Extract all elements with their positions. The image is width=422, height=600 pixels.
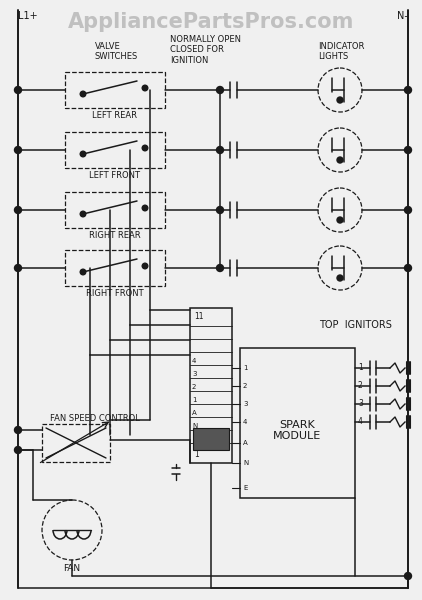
Circle shape	[405, 206, 411, 214]
Text: 2: 2	[358, 382, 363, 391]
Bar	[65, 192, 165, 228]
Circle shape	[216, 146, 224, 154]
Text: SPARK
MODULE: SPARK MODULE	[273, 420, 322, 442]
Text: FAN SPEED CONTROL: FAN SPEED CONTROL	[50, 414, 140, 423]
Text: E: E	[243, 485, 247, 491]
Circle shape	[14, 206, 22, 214]
Text: RIGHT REAR: RIGHT REAR	[89, 231, 141, 240]
Text: N-: N-	[397, 11, 408, 21]
Text: 4: 4	[243, 419, 247, 425]
Bar	[65, 132, 165, 168]
Text: INDICATOR
LIGHTS: INDICATOR LIGHTS	[318, 42, 364, 61]
Text: 1: 1	[194, 450, 199, 459]
Circle shape	[337, 157, 343, 163]
Circle shape	[80, 91, 86, 97]
Text: NORMALLY OPEN
CLOSED FOR
IGNITION: NORMALLY OPEN CLOSED FOR IGNITION	[170, 35, 241, 65]
Text: 3: 3	[243, 401, 247, 407]
Circle shape	[80, 211, 86, 217]
Text: 3: 3	[358, 400, 363, 409]
Circle shape	[142, 205, 148, 211]
Text: E: E	[192, 436, 196, 442]
Circle shape	[14, 427, 22, 433]
Circle shape	[337, 275, 343, 281]
Text: FAN: FAN	[63, 564, 81, 573]
Bar	[240, 348, 355, 498]
Text: AppliancePartsPros.com: AppliancePartsPros.com	[68, 12, 354, 32]
Text: 11: 11	[194, 312, 203, 321]
Text: A: A	[192, 410, 197, 416]
Circle shape	[142, 145, 148, 151]
Text: RIGHT FRONT: RIGHT FRONT	[86, 289, 144, 298]
Circle shape	[142, 263, 148, 269]
Circle shape	[405, 86, 411, 94]
Bar	[193, 428, 229, 450]
Text: A: A	[243, 440, 248, 446]
Circle shape	[337, 97, 343, 103]
Text: TOP  IGNITORS: TOP IGNITORS	[319, 320, 392, 330]
Circle shape	[14, 265, 22, 271]
Bar	[65, 250, 165, 286]
Circle shape	[405, 572, 411, 580]
Text: L1+: L1+	[18, 11, 38, 21]
Text: 2: 2	[243, 383, 247, 389]
Circle shape	[216, 265, 224, 271]
Text: 1: 1	[358, 364, 363, 373]
Text: LEFT FRONT: LEFT FRONT	[89, 171, 141, 180]
Text: 2: 2	[192, 384, 196, 390]
Circle shape	[216, 86, 224, 94]
Bar	[190, 308, 232, 463]
Text: 4: 4	[192, 358, 196, 364]
Text: N: N	[243, 460, 248, 466]
Text: 1: 1	[192, 397, 197, 403]
Circle shape	[80, 151, 86, 157]
Circle shape	[14, 146, 22, 154]
Circle shape	[405, 265, 411, 271]
Text: LEFT REAR: LEFT REAR	[92, 111, 138, 120]
Circle shape	[14, 86, 22, 94]
Circle shape	[14, 446, 22, 454]
Text: VALVE
SWITCHES: VALVE SWITCHES	[95, 42, 138, 61]
Text: 3: 3	[192, 371, 197, 377]
Text: N: N	[192, 423, 197, 429]
Circle shape	[80, 269, 86, 275]
Bar	[42, 424, 110, 462]
Text: 4: 4	[358, 418, 363, 427]
Circle shape	[405, 146, 411, 154]
Bar	[65, 72, 165, 108]
Circle shape	[337, 217, 343, 223]
Text: 1: 1	[243, 365, 247, 371]
Circle shape	[142, 85, 148, 91]
Circle shape	[216, 206, 224, 214]
